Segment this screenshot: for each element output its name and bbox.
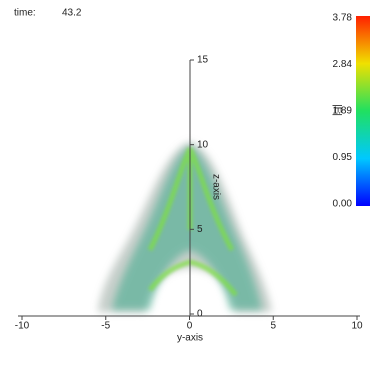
x-tick-label: 0 — [187, 321, 193, 332]
y-tick-label: 0 — [197, 309, 203, 320]
y-axis-label: z-axis — [210, 174, 221, 200]
colorbar-tick-label: 2.84 — [333, 59, 353, 70]
x-tick-label: 5 — [270, 321, 276, 332]
x-tick-label: 10 — [351, 321, 363, 332]
volume-render — [98, 142, 272, 318]
colorbar-tick-label: 3.78 — [333, 13, 353, 24]
y-ticks: 0 5 10 15 — [190, 55, 209, 320]
y-tick-label: 10 — [197, 139, 209, 150]
x-ticks: -10 -5 0 5 10 — [15, 316, 363, 332]
y-tick-label: 15 — [197, 55, 209, 66]
colorbar-tick-label: 0.95 — [333, 152, 353, 163]
colorbar-ticks: 3.78 2.84 1.89 0.95 0.00 — [333, 13, 353, 210]
time-value: 43.2 — [62, 8, 82, 19]
x-tick-label: -5 — [101, 321, 110, 332]
time-label: time: — [14, 8, 36, 19]
colorbar-tick-label: 1.89 — [333, 106, 353, 117]
y-tick-label: 5 — [197, 224, 203, 235]
colorbar-label: |E| — [331, 104, 342, 116]
colorbar — [356, 16, 370, 206]
x-tick-label: -10 — [15, 321, 30, 332]
colorbar-tick-label: 0.00 — [333, 199, 353, 210]
x-axis-label: y-axis — [177, 333, 203, 344]
